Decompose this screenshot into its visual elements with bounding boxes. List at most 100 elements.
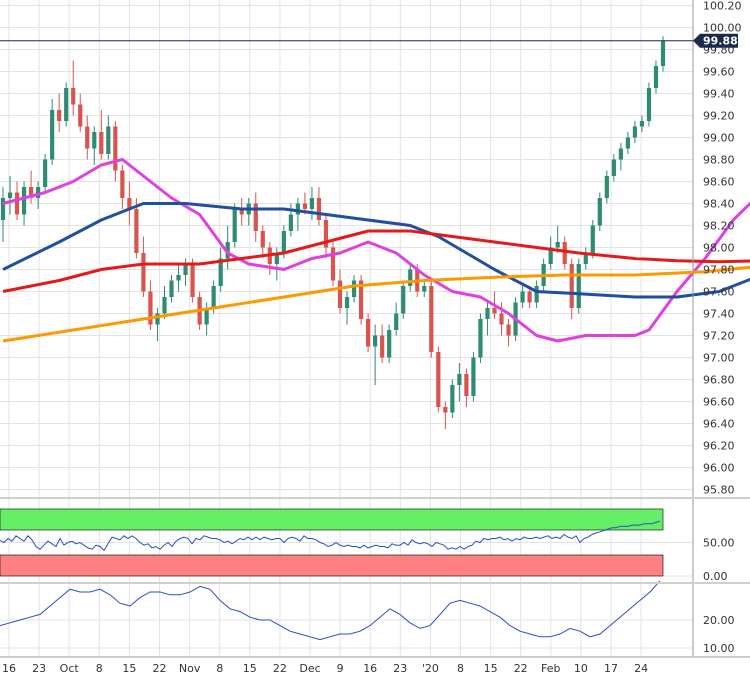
- moving-averages: [2, 158, 750, 343]
- x-tick-label: 15: [243, 662, 257, 675]
- candle-body: [506, 324, 511, 336]
- candle-body: [590, 225, 595, 253]
- candle-body: [358, 280, 364, 319]
- candle-body: [450, 385, 455, 413]
- last-price-value: 99.88: [703, 35, 738, 48]
- x-tick-label: 16: [2, 662, 16, 675]
- candle-body: [176, 275, 181, 281]
- candle-body: [92, 132, 97, 149]
- candle-body: [162, 297, 167, 314]
- candle-body: [611, 159, 616, 176]
- x-tick-label: Nov: [179, 662, 201, 675]
- candle-body: [330, 247, 336, 281]
- candle-body: [436, 352, 441, 407]
- candle-body: [127, 198, 132, 209]
- candle-body: [99, 132, 104, 154]
- x-axis-labels: 16 23 Oct 8 15 22 Nov 8 15 22 Dec 9 16 23 '20 8 15 22 Feb 1…: [2, 662, 648, 675]
- y-axis-labels: 95.80 96.00 96.20 96.40 96.60 96.80 97.00 97.20…: [703, 0, 742, 655]
- x-tick-label: 8: [457, 662, 464, 675]
- candle-body: [625, 137, 630, 149]
- y-tick-label: 97.60: [703, 286, 735, 299]
- candle-body: [71, 88, 76, 105]
- x-tick-label: '20: [422, 662, 439, 675]
- y-tick-label: 96.80: [703, 374, 735, 387]
- candle-body: [344, 297, 350, 308]
- x-tick-label: 22: [273, 662, 287, 675]
- candle-body: [85, 126, 90, 149]
- candle-body: [408, 269, 413, 286]
- candle-body: [323, 220, 329, 248]
- x-tick-label: 23: [393, 662, 407, 675]
- x-tick-label: 15: [484, 662, 498, 675]
- candle-body: [485, 308, 490, 319]
- candle-body: [464, 374, 469, 396]
- candle-body: [288, 214, 293, 231]
- candle-body: [548, 247, 553, 264]
- candle-body: [28, 187, 34, 198]
- candle-body: [387, 330, 392, 358]
- y-tick-label: 100.00: [703, 22, 742, 35]
- candle-body: [239, 209, 244, 215]
- candle-body: [534, 286, 539, 303]
- candle-body: [646, 88, 652, 121]
- candle-body: [204, 308, 209, 325]
- candle-body: [527, 291, 532, 303]
- rsi-line: [0, 520, 661, 552]
- osc-tick-label: 20.00: [703, 614, 735, 627]
- x-tick-label: 22: [514, 662, 528, 675]
- oscillator-line: [0, 580, 661, 641]
- candle-body: [141, 253, 146, 292]
- y-tick-label: 97.20: [703, 330, 735, 343]
- candle-body: [492, 308, 497, 314]
- candle-body: [281, 231, 286, 253]
- ma-line-1: [2, 158, 750, 343]
- candle-body: [597, 198, 602, 226]
- candle-body: [394, 313, 399, 330]
- rsi-tick-label: 0.00: [703, 570, 728, 583]
- candle-body: [443, 407, 448, 413]
- candle-body: [14, 192, 20, 215]
- candle-body: [36, 187, 41, 198]
- candle-body: [78, 104, 83, 127]
- x-tick-label: Dec: [299, 662, 320, 675]
- candle-body: [113, 126, 118, 171]
- candle-body: [569, 264, 574, 308]
- candle-body: [232, 209, 237, 242]
- candle-body: [401, 286, 406, 314]
- y-tick-label: 96.20: [703, 440, 735, 453]
- y-tick-label: 96.40: [703, 418, 735, 431]
- candle-body: [0, 198, 6, 220]
- candle-body: [225, 242, 230, 259]
- candle-body: [253, 203, 258, 231]
- candle-body: [302, 203, 308, 209]
- y-tick-label: 99.40: [703, 88, 735, 101]
- candle-body: [604, 176, 609, 198]
- x-tick-label: 8: [96, 662, 103, 675]
- y-tick-label: 97.80: [703, 264, 735, 277]
- candle-body: [169, 280, 174, 297]
- candle-body: [422, 286, 427, 292]
- y-tick-label: 97.40: [703, 308, 735, 321]
- candle-body: [653, 66, 659, 88]
- candle-body: [583, 253, 588, 264]
- y-tick-label: 96.60: [703, 396, 735, 409]
- candle-body: [21, 187, 27, 215]
- candle-body: [260, 231, 265, 248]
- candle-body: [499, 313, 504, 325]
- y-tick-label: 97.00: [703, 352, 735, 365]
- panel-frames: [0, 0, 750, 658]
- rsi-line: [0, 520, 661, 552]
- candle-body: [155, 313, 160, 325]
- x-tick-label: Feb: [541, 662, 560, 675]
- candle-body: [183, 264, 188, 275]
- x-tick-label: 15: [122, 662, 136, 675]
- candle-body: [351, 280, 357, 297]
- y-tick-label: 98.40: [703, 198, 735, 211]
- candle-body: [43, 159, 48, 187]
- candle-body: [457, 374, 462, 385]
- candle-body: [64, 88, 69, 121]
- candles: [0, 36, 666, 429]
- candle-body: [148, 291, 153, 325]
